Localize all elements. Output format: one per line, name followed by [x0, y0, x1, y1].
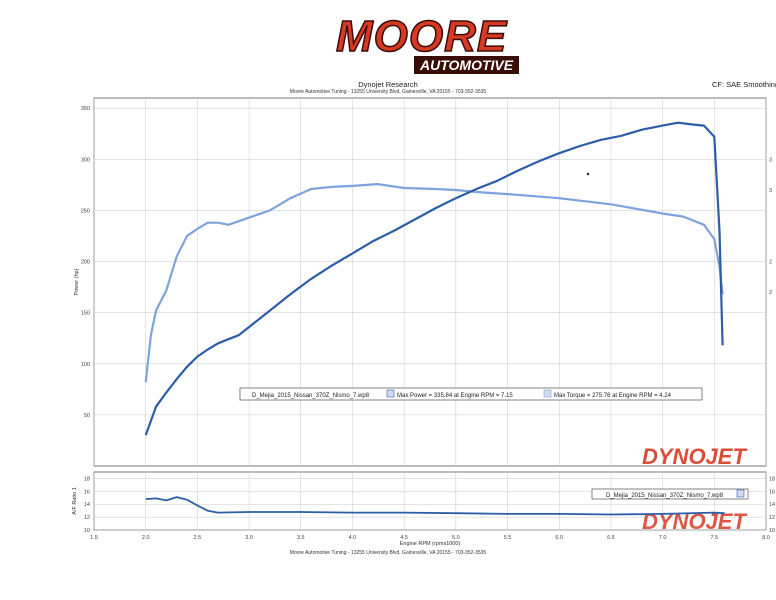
moore-automotive-logo: MOORE AUTOMOTIVE	[330, 12, 530, 78]
power-y-tick-label-right: 3	[769, 188, 772, 194]
x-tick-label: 5.5	[504, 535, 512, 541]
afr-legend-frame	[591, 488, 749, 500]
power-y-tick-label-right: 3	[769, 157, 772, 163]
x-tick-label: 3.5	[297, 535, 305, 541]
afr-y-axis-label: A/F Ratio 1	[72, 487, 78, 515]
afr-y-tick-label: 16	[84, 489, 90, 495]
legend-max-power: Max Power = 335.84 at Engine RPM = 7.15	[397, 393, 513, 399]
x-tick-label: 4.5	[400, 535, 408, 541]
x-tick-label: 5.0	[452, 535, 460, 541]
power-y-tick-label: 150	[81, 311, 90, 317]
legend-power-swatch	[386, 389, 395, 398]
afr-legend-run-file: D_Mejia_2015_Nissan_370Z_Nismo_7.wp8	[606, 493, 724, 499]
power-y-tick-label-right: 2	[769, 260, 772, 266]
x-tick-label: 6.5	[607, 535, 615, 541]
power-y-ticks-right: 3 3 2 2	[769, 157, 772, 296]
run-legend: D_Mejia_2015_Nissan_370Z_Nismo_7.wp8 Max…	[239, 387, 703, 401]
x-tick-label: 6.0	[555, 535, 563, 541]
afr-y-ticks-right: 10 12 14 16 18	[769, 476, 775, 534]
legend-max-torque: Max Torque = 275.76 at Engine RPM = 4.24	[554, 393, 672, 399]
rpm-x-ticks: 1.5 2.0 2.5 3.0 3.5 4.0 4.5 5.0 5.5 6.0 6.5 7.0 7.5 8…	[90, 535, 770, 541]
x-tick-label: 1.5	[90, 535, 98, 541]
dynojet-watermark-main: DYNOJET	[642, 444, 747, 469]
power-y-axis-label: Power (hp)	[74, 268, 80, 295]
stray-mark	[586, 172, 590, 176]
x-tick-label: 4.0	[349, 535, 357, 541]
x-tick-label: 2.0	[142, 535, 150, 541]
power-y-tick-label: 100	[81, 362, 90, 368]
afr-y-tick-label-right: 10	[769, 528, 775, 534]
power-y-tick-label-right: 2	[769, 290, 772, 296]
afr-y-ticks: 10 12 14 16 18	[84, 476, 90, 534]
power-series-line	[144, 121, 724, 436]
power-y-tick-label: 350	[81, 106, 90, 112]
x-tick-label: 3.0	[245, 535, 253, 541]
x-tick-label: 2.5	[194, 535, 202, 541]
afr-y-tick-label-right: 18	[769, 476, 775, 482]
report-footer: Moore Automotive Tuning - 13255 Universi…	[289, 550, 487, 556]
power-y-ticks: 50 100 150 200 250 300 350	[81, 106, 90, 419]
power-y-tick-label: 300	[81, 157, 90, 163]
logo-subtitle: AUTOMOTIVE	[414, 56, 520, 74]
legend-run-file: D_Mejia_2015_Nissan_370Z_Nismo_7.wp8	[252, 393, 370, 399]
afr-series-line	[145, 496, 725, 516]
x-tick-label: 7.5	[710, 535, 718, 541]
power-plot-area	[93, 97, 767, 467]
report-title: Dynojet Research	[358, 80, 418, 89]
afr-plot-area	[93, 471, 767, 531]
afr-y-tick-label: 12	[84, 515, 90, 521]
logo-wordmark: MOORE	[335, 12, 508, 61]
torque-series-line	[144, 183, 724, 383]
legend-torque-swatch	[543, 389, 552, 398]
legend-frame	[239, 387, 703, 401]
x-tick-label: 8.0	[762, 535, 770, 541]
afr-y-tick-label-right: 12	[769, 515, 775, 521]
power-gridlines	[93, 98, 767, 466]
power-y-tick-label: 50	[84, 413, 90, 419]
rpm-x-axis-label: Engine RPM (rpmx1000)	[400, 541, 461, 547]
power-y-tick-label: 200	[81, 260, 90, 266]
afr-legend-swatch	[736, 489, 745, 498]
afr-y-tick-label: 10	[84, 528, 90, 534]
afr-y-tick-label-right: 16	[769, 489, 775, 495]
afr-y-tick-label: 18	[84, 476, 90, 482]
afr-legend: D_Mejia_2015_Nissan_370Z_Nismo_7.wp8	[591, 488, 749, 500]
power-y-tick-label: 250	[81, 208, 90, 214]
correction-factor-label: CF: SAE Smoothing	[712, 80, 776, 89]
afr-y-tick-label-right: 14	[769, 502, 775, 508]
report-subtitle: Moore Automotive Tuning - 13255 Universi…	[289, 89, 487, 95]
x-tick-label: 7.0	[659, 535, 667, 541]
afr-y-tick-label: 14	[84, 502, 90, 508]
